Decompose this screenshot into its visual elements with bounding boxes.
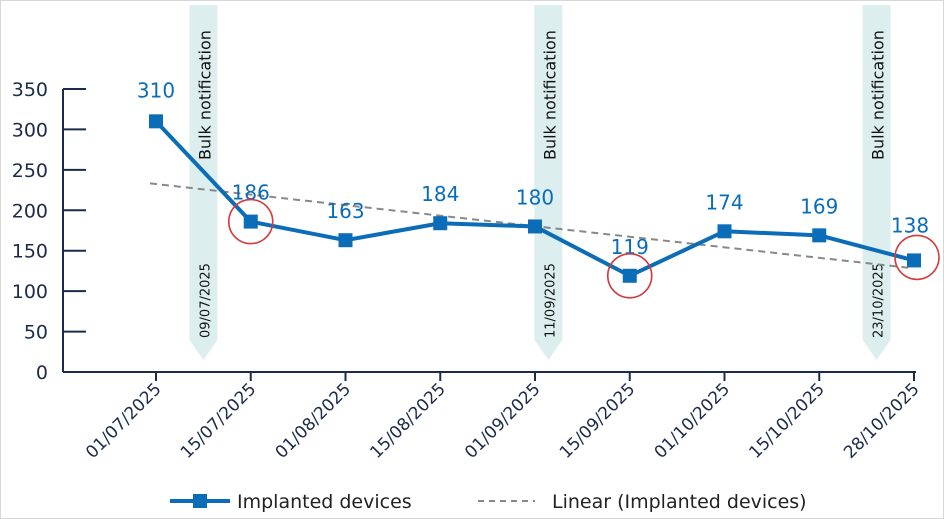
x-tick-label: 28/10/2025 (840, 379, 923, 462)
annotation-label: Bulk notification (195, 30, 214, 160)
data-point-marker (812, 228, 827, 243)
x-tick-label: 15/08/2025 (366, 379, 449, 462)
x-tick-label: 01/10/2025 (651, 379, 734, 462)
y-tick-label: 200 (12, 200, 48, 222)
y-tick-label: 50 (24, 322, 48, 344)
data-point-marker (149, 114, 163, 129)
highlight-circle (606, 252, 653, 299)
x-tick-label: 01/07/2025 (82, 379, 165, 462)
x-tick-label: 15/07/2025 (177, 379, 260, 462)
data-label: 174 (705, 190, 743, 214)
data-point-marker (907, 253, 921, 268)
legend-series-label: Implanted devices (237, 491, 412, 513)
y-tick-label: 300 (12, 119, 48, 141)
annotation-date: 09/07/2025 (198, 263, 213, 338)
data-point-marker (338, 233, 353, 248)
data-label: 180 (516, 185, 554, 209)
data-label: 138 (891, 213, 929, 237)
annotation-band (862, 5, 891, 360)
annotation-date: 11/09/2025 (543, 263, 558, 338)
data-label: 119 (611, 235, 649, 259)
annotation-band (189, 5, 218, 360)
y-tick-label: 0 (36, 362, 48, 384)
x-tick-label: 01/09/2025 (461, 379, 544, 462)
data-label: 163 (326, 199, 364, 223)
legend-trendline-label: Linear (Implanted devices) (552, 491, 807, 513)
data-point-marker (622, 268, 637, 283)
annotation-label: Bulk notification (540, 30, 559, 160)
annotation-band (534, 5, 563, 360)
x-tick-label: 15/10/2025 (745, 379, 828, 462)
annotation-label: Bulk notification (869, 30, 888, 160)
data-point-marker (433, 216, 448, 231)
highlight-circle (227, 198, 274, 245)
x-tick-label: 01/08/2025 (272, 379, 355, 462)
annotation-date: 23/10/2025 (872, 263, 887, 338)
y-tick-label: 250 (12, 160, 48, 182)
highlight-circle (894, 234, 940, 281)
y-tick-label: 150 (12, 241, 48, 263)
data-label: 169 (800, 194, 838, 218)
data-label: 310 (137, 78, 175, 102)
data-point-marker (243, 214, 258, 229)
legend-series-marker (193, 494, 207, 508)
data-label: 184 (421, 182, 459, 206)
data-point-marker (528, 219, 542, 234)
x-tick-label: 15/09/2025 (556, 379, 639, 462)
y-tick-label: 350 (12, 79, 48, 101)
data-label: 186 (232, 181, 270, 205)
y-tick-label: 100 (12, 281, 48, 303)
data-point-marker (717, 224, 732, 239)
